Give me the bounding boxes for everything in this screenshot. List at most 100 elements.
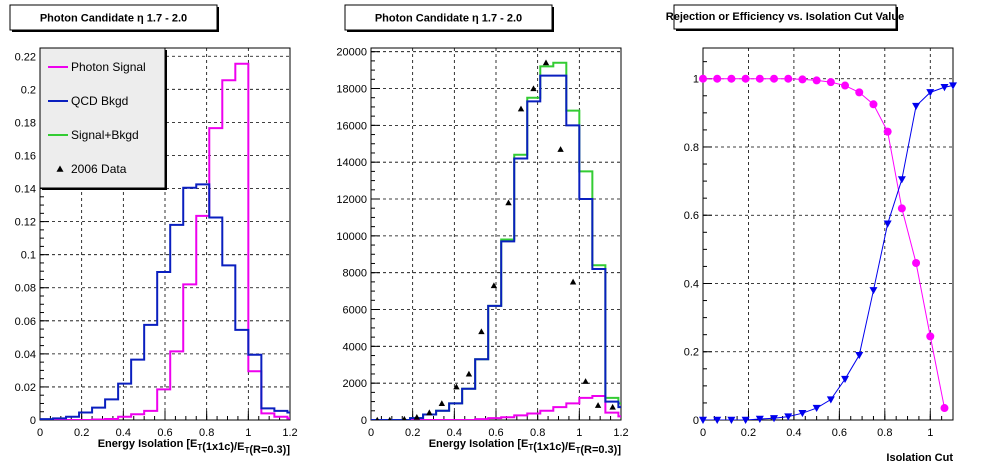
legend-label-2006-data: 2006 Data	[71, 162, 127, 176]
chart-2-xtick-label: 0	[368, 427, 374, 439]
chart-3-series-1-point	[883, 127, 892, 136]
chart-3-xtick-label: 0	[700, 427, 706, 439]
chart-2-title-shadow	[552, 7, 554, 32]
chart-2-xtick-label: 0.4	[447, 427, 462, 439]
chart-2-ytick-label: 14000	[336, 157, 367, 169]
chart-2-axes: 0 0.2 0.4 0.6 0.8 1 1.2 0 2000 4000 6000 8000 10000 1…	[336, 47, 628, 439]
chart-3-ytick-label: 0	[693, 415, 699, 427]
chart-1-ytick-label: 0.18	[15, 117, 36, 129]
chart-3-title-shadow	[676, 29, 898, 31]
chart-3-series-2-point	[912, 102, 921, 111]
chart-3-series-2-point	[713, 416, 722, 424]
chart-3-series-2-point	[841, 375, 850, 384]
chart-3-series-1-point	[741, 74, 750, 83]
chart-1-ytick-label: 0.02	[15, 382, 36, 394]
legend-label-signal-bkgd: Signal+Bkgd	[71, 128, 139, 142]
chart-3-series-2-line	[703, 85, 953, 420]
chart-1-ytick-label: 0.08	[15, 283, 36, 295]
chart-1-ytick-label: 0.22	[15, 51, 36, 63]
chart-3-plot-area	[703, 78, 953, 420]
chart-3-series-1-point	[926, 332, 935, 341]
legend-marker-2006-data	[56, 165, 64, 172]
chart-1-xtick-label: 0	[37, 427, 43, 439]
chart-3-xtick-label: 1	[927, 427, 933, 439]
chart-3-series-2-point	[855, 351, 864, 360]
chart-2-data-point	[609, 403, 616, 410]
chart-2-title-shadow	[347, 30, 554, 32]
chart-1-ytick-label: 0.1	[21, 250, 36, 262]
chart-2-data-point	[594, 402, 602, 408]
chart-3-series-2-point	[798, 409, 807, 418]
chart-3-ytick-label: 0.8	[684, 142, 699, 154]
chart-3-ytick-label: 0.4	[684, 278, 699, 290]
chart-3-series-2-point	[949, 82, 957, 90]
chart-2-title: Photon Candidate η 1.7 - 2.0	[375, 12, 522, 24]
chart-3-series-1-point	[912, 259, 921, 268]
chart-3-series-2-point	[940, 84, 949, 92]
chart-2-photon-signal-histogram	[371, 395, 621, 420]
chart-3-series-2-point	[741, 416, 750, 424]
chart-1-xtick-label: 0.4	[116, 427, 131, 439]
chart-2-data-point	[530, 85, 537, 92]
chart-2-data-point	[387, 416, 392, 420]
chart-3-series-1-point	[713, 74, 722, 83]
chart-3-series-2-point	[812, 404, 821, 413]
chart-2-ytick-label: 12000	[336, 194, 367, 206]
chart-3-series-1-point	[727, 74, 736, 83]
chart-2-title-box	[344, 4, 553, 31]
chart-2-data-point	[413, 414, 421, 420]
chart-3-series-2-point	[727, 416, 736, 424]
chart-1-xtick-label: 1.2	[282, 427, 297, 439]
chart-2-data-point	[569, 278, 577, 285]
legend-label-qcd-bkgd: QCD Bkgd	[71, 94, 128, 108]
chart-2-ytick-label: 8000	[343, 268, 367, 280]
chart-2-ytick-label: 18000	[336, 84, 367, 96]
chart-1-ytick-label: 0.2	[21, 84, 36, 96]
chart-3-xtick-label: 0.2	[741, 427, 756, 439]
chart-1-title: Photon Candidate η 1.7 - 2.0	[40, 12, 187, 24]
chart-1-legend: Photon Signal QCD Bkgd Signal+Bkgd 2006 Dat…	[39, 47, 167, 190]
chart-2-ytick-label: 4000	[343, 341, 367, 353]
chart-1-xtick-label: 0.2	[74, 427, 89, 439]
chart-3-series-1-point	[841, 81, 850, 90]
chart-3-title: Rejection or Efficiency vs. Isolation Cu…	[666, 11, 904, 23]
chart-2-xtick-label: 1	[576, 427, 582, 439]
chart-2-data-point	[438, 400, 446, 406]
chart-3-series-1-point	[897, 204, 906, 213]
chart-2-data-point	[465, 370, 473, 377]
chart-2-qcd-bkgd-histogram	[371, 74, 621, 420]
chart-2-data-point	[453, 383, 460, 390]
chart-2-xtick-label: 0.2	[405, 427, 420, 439]
chart-2-plot-area	[371, 59, 628, 420]
chart-3-series-1-point	[784, 74, 793, 83]
chart-2-ytick-label: 16000	[336, 120, 367, 132]
chart-2-data-point	[490, 282, 498, 289]
chart-2-data-point	[542, 59, 550, 66]
chart-3-series-2-point	[869, 287, 878, 295]
chart-2-ytick-label: 10000	[336, 231, 367, 243]
chart-3-series-1-point	[770, 74, 779, 83]
chart-3-xlabel: Isolation Cut	[886, 452, 953, 464]
chart-3-series-2-point	[826, 396, 835, 404]
chart-3-title-shadow	[896, 7, 898, 31]
chart-3-series-2-point	[883, 220, 892, 228]
chart-1-ytick-label: 0.04	[15, 349, 36, 361]
chart-3-series-2-point	[755, 415, 764, 423]
chart-1-title-shadow	[217, 7, 219, 32]
chart-3-series-2-point	[784, 413, 793, 421]
chart-2-ytick-label: 20000	[336, 47, 367, 59]
chart-3-series-1-point	[798, 75, 807, 84]
chart-2-data-point	[622, 407, 628, 413]
chart-2-data-point	[426, 409, 433, 416]
chart-3-series-2-point	[926, 89, 935, 97]
chart-2-xlabel: Energy Isolation [ET(1x1c)/ET(R=0.3)]	[429, 438, 622, 456]
chart-1-xtick-label: 0.8	[199, 427, 214, 439]
chart-3-series-1-line	[703, 78, 945, 409]
chart-3-series-1-point	[812, 76, 821, 85]
chart-3-series-1-point	[826, 78, 835, 87]
chart-1-title-shadow	[12, 30, 219, 32]
chart-3-ytick-label: 0.6	[684, 210, 699, 222]
chart-2-data-point	[557, 146, 564, 152]
chart-1-ytick-label: 0.14	[15, 184, 36, 196]
